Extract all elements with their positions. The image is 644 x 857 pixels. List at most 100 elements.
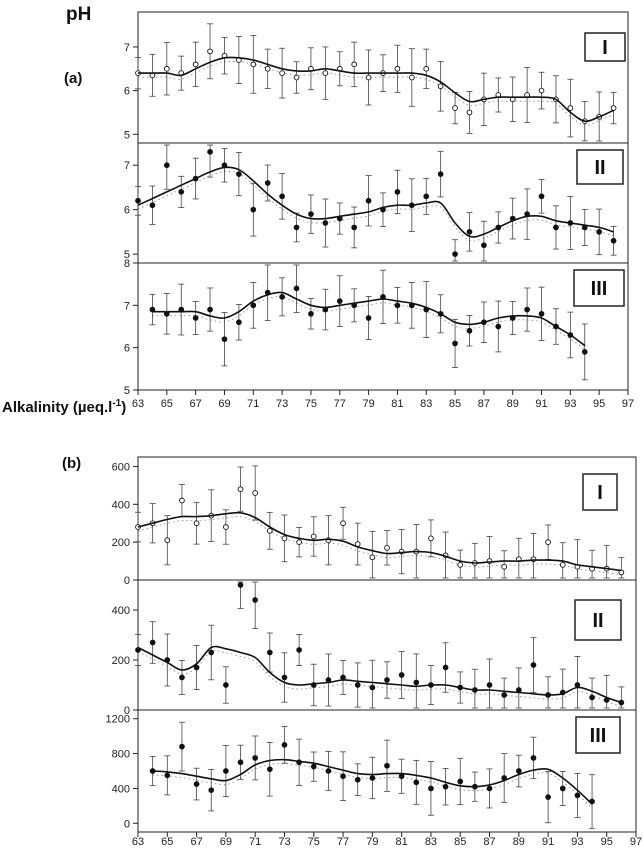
data-point xyxy=(423,65,430,72)
data-point xyxy=(325,768,332,774)
data-point xyxy=(530,662,537,668)
data-point xyxy=(545,794,551,800)
y-tick-label: 8 xyxy=(124,258,130,270)
y-tick-label: 7 xyxy=(124,300,130,312)
panel-label: II xyxy=(594,157,605,179)
data-point xyxy=(452,105,458,111)
data-point xyxy=(296,647,302,653)
data-point xyxy=(574,682,581,688)
data-point xyxy=(179,743,185,750)
data-point xyxy=(486,682,493,688)
panel-label: I xyxy=(597,482,603,504)
data-point xyxy=(250,206,257,213)
alkalinity-title-exponent: -1 xyxy=(112,398,122,409)
x-tick-label: 95 xyxy=(601,836,613,848)
panel-label: II xyxy=(592,610,603,632)
data-point xyxy=(208,649,215,656)
panel-a-label: (a) xyxy=(64,70,83,87)
data-point xyxy=(163,65,170,72)
data-point xyxy=(293,74,300,81)
data-point xyxy=(192,315,199,321)
fitted-trend-line xyxy=(138,56,614,123)
data-point xyxy=(354,682,361,688)
data-point xyxy=(223,682,229,688)
x-tick-label: 79 xyxy=(366,836,378,848)
data-point xyxy=(394,189,401,195)
data-point xyxy=(193,781,200,787)
data-point xyxy=(266,649,273,656)
fitted-trend-line xyxy=(137,645,622,704)
data-point xyxy=(336,298,343,304)
x-tick-label: 87 xyxy=(478,398,490,410)
y-tick-label: 1200 xyxy=(106,714,130,726)
x-tick-label: 81 xyxy=(391,398,403,410)
data-point xyxy=(322,70,329,76)
y-tick-label: 400 xyxy=(112,605,130,617)
x-tick-label: 97 xyxy=(630,836,642,848)
data-point xyxy=(296,539,302,546)
ph-title: pH xyxy=(66,4,92,25)
y-tick-label: 6 xyxy=(124,86,130,98)
data-point xyxy=(442,664,449,671)
data-point xyxy=(437,171,444,177)
data-point xyxy=(538,310,545,317)
data-point xyxy=(524,306,530,313)
data-point xyxy=(164,537,171,544)
data-point xyxy=(596,229,603,235)
data-point xyxy=(365,315,372,321)
data-point xyxy=(384,762,390,769)
alkalinity-title: Alkalinity (µeq.l-1) xyxy=(2,398,126,416)
x-tick-label: 77 xyxy=(334,398,346,410)
x-tick-label: 97 xyxy=(622,398,634,410)
data-point xyxy=(192,61,199,68)
y-tick-label: 6 xyxy=(124,343,130,355)
x-tick-label: 93 xyxy=(571,836,583,848)
x-tick-label: 63 xyxy=(132,398,144,410)
data-point xyxy=(501,692,508,698)
chart-panel-5: 0 200 400 II xyxy=(112,579,637,717)
panel-label: III xyxy=(591,278,608,300)
data-point xyxy=(163,162,170,169)
x-tick-label: 83 xyxy=(425,836,437,848)
data-point xyxy=(293,224,300,231)
data-point xyxy=(135,197,141,204)
data-point xyxy=(394,65,401,72)
y-tick-label: 800 xyxy=(112,749,130,761)
data-point xyxy=(193,664,200,671)
data-point xyxy=(384,544,390,551)
x-tick-label: 83 xyxy=(420,398,432,410)
data-point xyxy=(351,224,358,231)
x-tick-label: 75 xyxy=(305,398,317,410)
data-point xyxy=(481,242,487,249)
data-point xyxy=(293,285,300,292)
alkalinity-title-text: Alkalinity (µeq.l xyxy=(2,399,113,416)
data-point xyxy=(207,306,213,313)
data-point xyxy=(281,674,288,681)
data-point xyxy=(365,197,372,204)
panel-label-box xyxy=(576,149,624,185)
x-tick-label: 91 xyxy=(542,836,554,848)
alkalinity-title-close: ) xyxy=(121,399,127,416)
data-point xyxy=(164,772,171,779)
y-tick-label: 0 xyxy=(124,575,130,587)
x-tick-label: 69 xyxy=(220,836,232,848)
y-tick-label: 7 xyxy=(124,160,130,172)
data-point xyxy=(466,327,473,334)
data-point xyxy=(310,763,317,770)
panel-frame xyxy=(137,709,637,833)
data-point xyxy=(308,310,314,317)
fitted-trend-line xyxy=(137,511,622,572)
data-point xyxy=(545,539,551,546)
panel-label-box xyxy=(584,32,626,62)
data-point xyxy=(279,294,285,300)
panel-frame xyxy=(137,262,629,391)
x-tick-label: 93 xyxy=(564,398,576,410)
data-point xyxy=(559,562,566,568)
data-point xyxy=(466,109,473,116)
data-point xyxy=(252,597,259,603)
data-point xyxy=(515,768,522,774)
data-point xyxy=(208,787,215,794)
x-tick-label: 77 xyxy=(337,836,349,848)
